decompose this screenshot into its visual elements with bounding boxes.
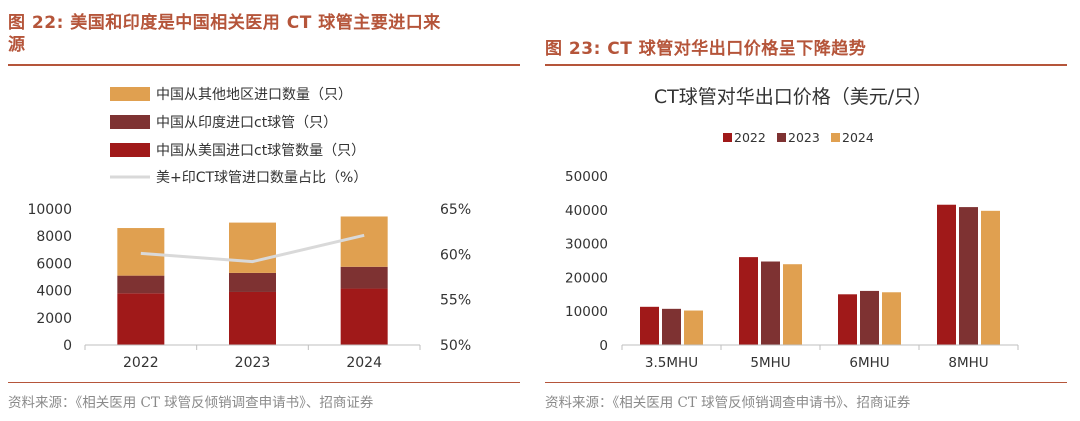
- x-tick-label: 2022: [123, 355, 159, 371]
- y-tick-label: 4000: [36, 284, 72, 300]
- legend-label-share: 美+印CT球管进口数量占比（%）: [156, 170, 367, 186]
- bar-segment: [229, 272, 276, 292]
- left-y-axis: 0 2000 4000 6000 8000 10000: [27, 202, 72, 354]
- bar-segment: [229, 222, 276, 273]
- y-tick-label: 10000: [565, 304, 608, 320]
- bar-segment: [229, 291, 276, 345]
- left-share-line: [140, 233, 365, 264]
- left-figure-title-line1: 图 22: 美国和印度是中国相关医用 CT 球管主要进口来: [8, 13, 441, 33]
- x-tick-label: 5MHU: [750, 355, 790, 371]
- legend-label-2022: 2022: [734, 130, 766, 145]
- left-figure-label: 图 22:: [8, 13, 64, 33]
- y2-tick-label: 65%: [440, 202, 471, 218]
- bar-segment: [117, 228, 165, 276]
- left-y2-axis: 50% 55% 60% 65%: [440, 202, 471, 354]
- right-source: 资料来源：《相关医用 CT 球管反倾销调查申请书》、招商证券: [545, 395, 911, 411]
- x-tick-label: 2024: [346, 355, 382, 371]
- right-figure-title: 图 23: CT 球管对华出口价格呈下降趋势: [545, 39, 867, 59]
- y-tick-label: 6000: [36, 256, 72, 272]
- right-title-rule: [545, 64, 1067, 66]
- bar: [739, 257, 758, 345]
- legend-label-other: 中国从其他地区进口数量（只）: [156, 87, 352, 103]
- bar-segment: [340, 216, 388, 267]
- bar-segment: [340, 288, 388, 345]
- x-tick-label: 8MHU: [948, 355, 988, 371]
- bar: [783, 264, 802, 345]
- left-legend: 中国从其他地区进口数量（只） 中国从印度进口ct球管（只） 中国从美国进口ct球…: [110, 87, 367, 186]
- y-tick-label: 30000: [565, 237, 608, 253]
- bar-segment: [117, 275, 165, 294]
- y-tick-label: 0: [599, 338, 608, 354]
- legend-swatch-2022: [723, 133, 732, 142]
- y-tick-label: 10000: [27, 202, 72, 218]
- bar: [959, 207, 978, 345]
- right-x-axis: 3.5MHU 5MHU 6MHU 8MHU: [621, 344, 1019, 371]
- legend-swatch-usa: [110, 143, 150, 157]
- legend-swatch-2023: [777, 133, 786, 142]
- right-y-axis: 0 10000 20000 30000 40000 50000: [565, 169, 608, 354]
- legend-swatch-india: [110, 115, 150, 129]
- legend-label-usa: 中国从美国进口ct球管数量（只）: [156, 143, 365, 159]
- bar: [882, 292, 901, 345]
- bar: [761, 261, 780, 345]
- left-figure-title: 图 22: 美国和印度是中国相关医用 CT 球管主要进口来 源: [8, 12, 528, 56]
- x-tick-label: 6MHU: [849, 355, 889, 371]
- bar-segment: [117, 293, 165, 345]
- bar: [838, 294, 857, 345]
- left-source-rule: [8, 382, 520, 383]
- right-source-rule: [545, 382, 1067, 383]
- legend-swatch-2024: [831, 133, 840, 142]
- y-tick-label: 50000: [565, 169, 608, 185]
- y-tick-label: 20000: [565, 270, 608, 286]
- bar: [860, 290, 879, 345]
- x-tick-label: 2023: [235, 355, 271, 371]
- bar: [937, 204, 956, 345]
- y2-tick-label: 50%: [440, 338, 471, 354]
- y-tick-label: 2000: [36, 311, 72, 327]
- bar: [981, 210, 1000, 345]
- right-legend: 2022 2023 2024: [723, 130, 874, 145]
- left-source: 资料来源：《相关医用 CT 球管反倾销调查申请书》、招商证券: [8, 395, 374, 411]
- legend-label-india: 中国从印度进口ct球管（只）: [156, 115, 337, 131]
- y-tick-label: 0: [63, 338, 72, 354]
- y2-tick-label: 60%: [440, 247, 471, 263]
- x-tick-label: 3.5MHU: [645, 355, 698, 371]
- left-figure-title-line2: 源: [8, 35, 26, 55]
- y-tick-label: 40000: [565, 203, 608, 219]
- bar-segment: [340, 266, 388, 289]
- right-figure-label: 图 23:: [545, 39, 601, 59]
- y-tick-label: 8000: [36, 229, 72, 245]
- bar: [684, 310, 703, 345]
- left-bars: [117, 216, 388, 345]
- legend-swatch-other: [110, 87, 150, 101]
- legend-label-2023: 2023: [788, 130, 820, 145]
- legend-label-2024: 2024: [842, 130, 874, 145]
- y2-tick-label: 55%: [440, 293, 471, 309]
- bar: [662, 308, 681, 345]
- left-title-rule: [8, 64, 520, 66]
- right-bars: [640, 204, 1000, 345]
- right-chart-title: CT球管对华出口价格（美元/只）: [654, 86, 932, 108]
- left-x-axis: 2022 2023 2024: [84, 344, 421, 371]
- bar: [640, 306, 659, 345]
